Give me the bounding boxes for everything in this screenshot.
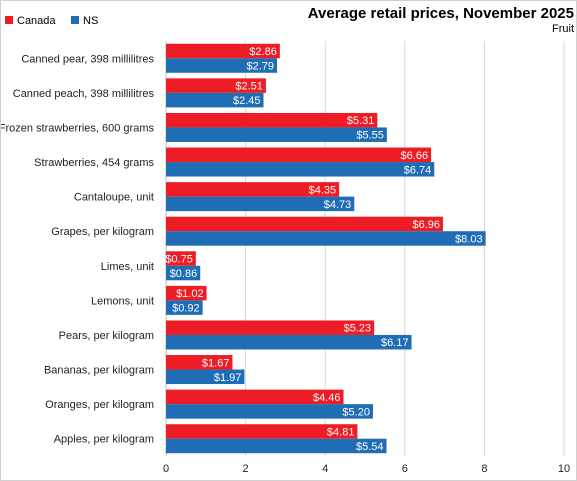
data-label-ns-grapes-per-kilogram: $8.03 — [455, 233, 483, 245]
bar-ns-cantaloupe-unit — [166, 196, 355, 212]
category-label-apples-per-kilogram: Apples, per kilogram — [54, 434, 154, 446]
bar-ns-frozen-strawberries-600-grams — [166, 127, 387, 142]
data-label-canada-bananas-per-kilogram: $1.67 — [202, 357, 230, 369]
data-label-canada-frozen-strawberries-600-grams: $5.31 — [347, 115, 375, 127]
legend: Canada NS — [5, 15, 98, 27]
category-label-frozen-strawberries-600-grams: Frozen strawberries, 600 grams — [1, 122, 154, 134]
x-tick-label-10: 10 — [558, 463, 570, 475]
category-label-canned-peach-398-millilitres: Canned peach, 398 millilitres — [13, 88, 155, 100]
data-label-ns-frozen-strawberries-600-grams: $5.55 — [356, 130, 384, 142]
legend-label-ns: NS — [83, 15, 98, 27]
data-label-ns-lemons-unit: $0.92 — [172, 303, 200, 315]
data-label-ns-bananas-per-kilogram: $1.97 — [214, 372, 242, 384]
data-label-canada-cantaloupe-unit: $4.35 — [309, 184, 337, 196]
bar-ns-canned-peach-398-millilitres — [166, 92, 264, 108]
bar-canada-limes-unit — [166, 251, 196, 266]
bar-ns-oranges-per-kilogram — [166, 404, 373, 419]
x-axis-ticks: 0 2 4 6 8 10 — [163, 463, 570, 475]
bar-canada-cantaloupe-unit — [166, 182, 340, 197]
x-tick-label-6: 6 — [402, 463, 408, 475]
data-label-ns-strawberries-454-grams: $6.74 — [404, 164, 432, 176]
category-label-limes-unit: Limes, unit — [101, 261, 154, 273]
data-label-ns-canned-peach-398-millilitres: $2.45 — [233, 95, 261, 107]
category-label-cantaloupe-unit: Cantaloupe, unit — [74, 192, 154, 204]
bar-canada-apples-per-kilogram — [166, 424, 358, 439]
category-label-canned-pear-398-millilitres: Canned pear, 398 millilitres — [21, 53, 154, 65]
data-label-ns-oranges-per-kilogram: $5.20 — [342, 406, 370, 418]
bar-canada-oranges-per-kilogram — [166, 389, 344, 405]
data-label-canada-strawberries-454-grams: $6.66 — [401, 150, 429, 162]
category-label-strawberries-454-grams: Strawberries, 454 grams — [34, 157, 154, 169]
data-label-canada-apples-per-kilogram: $4.81 — [327, 426, 355, 438]
category-label-pears-per-kilogram: Pears, per kilogram — [59, 330, 154, 342]
data-label-canada-oranges-per-kilogram: $4.46 — [313, 392, 341, 404]
bar-ns-strawberries-454-grams — [166, 162, 435, 177]
data-label-canada-grapes-per-kilogram: $6.96 — [412, 219, 440, 231]
bar-canada-frozen-strawberries-600-grams — [166, 112, 378, 128]
chart-title: Average retail prices, November 2025 — [308, 5, 574, 22]
data-label-canada-limes-unit: $0.75 — [165, 254, 193, 266]
bar-canada-canned-pear-398-millilitres — [166, 43, 280, 59]
data-label-canada-lemons-unit: $1.02 — [176, 288, 204, 300]
data-label-ns-limes-unit: $0.86 — [170, 268, 198, 280]
data-label-canada-pears-per-kilogram: $5.23 — [344, 323, 372, 335]
x-tick-label-2: 2 — [243, 463, 249, 475]
bar-ns-lemons-unit — [166, 300, 203, 315]
data-label-canada-canned-pear-398-millilitres: $2.86 — [249, 46, 277, 58]
data-label-ns-canned-pear-398-millilitres: $2.79 — [247, 61, 275, 73]
x-tick-label-8: 8 — [481, 463, 487, 475]
bar-canada-grapes-per-kilogram — [166, 216, 444, 232]
data-label-ns-pears-per-kilogram: $6.17 — [381, 337, 409, 349]
x-tick-label-4: 4 — [322, 463, 328, 475]
legend-swatch-ns — [71, 16, 79, 24]
data-label-ns-apples-per-kilogram: $5.54 — [356, 441, 384, 453]
bar-canada-pears-per-kilogram — [166, 320, 375, 335]
legend-swatch-canada — [5, 16, 13, 24]
bar-ns-limes-unit — [166, 265, 201, 281]
chart-subtitle: Fruit — [552, 23, 574, 35]
gridlines — [165, 41, 565, 456]
bar-ns-apples-per-kilogram — [166, 438, 387, 454]
bar-ns-pears-per-kilogram — [166, 334, 412, 350]
bar-canada-canned-peach-398-millilitres — [166, 78, 266, 93]
x-tick-label-0: 0 — [163, 463, 169, 475]
data-label-canada-canned-peach-398-millilitres: $2.51 — [235, 81, 263, 93]
bar-canada-strawberries-454-grams — [166, 147, 432, 163]
category-label-grapes-per-kilogram: Grapes, per kilogram — [51, 226, 154, 238]
data-label-ns-cantaloupe-unit: $4.73 — [324, 199, 352, 211]
legend-label-canada: Canada — [17, 15, 56, 27]
category-label-oranges-per-kilogram: Oranges, per kilogram — [45, 399, 154, 411]
bar-ns-grapes-per-kilogram — [166, 231, 486, 246]
bar-ns-bananas-per-kilogram — [166, 369, 245, 385]
bar-canada-bananas-per-kilogram — [166, 355, 233, 370]
bar-canada-lemons-unit — [166, 285, 207, 301]
bar-ns-canned-pear-398-millilitres — [166, 58, 278, 73]
bars: $2.86 $2.79 $2.51 $2.45 $5.31 $5.55 $6.66 $6.74… — [165, 43, 486, 454]
category-label-lemons-unit: Lemons, unit — [91, 295, 154, 307]
category-labels: Canned pear, 398 millilitres Canned peach… — [1, 53, 154, 445]
category-label-bananas-per-kilogram: Bananas, per kilogram — [44, 365, 154, 377]
